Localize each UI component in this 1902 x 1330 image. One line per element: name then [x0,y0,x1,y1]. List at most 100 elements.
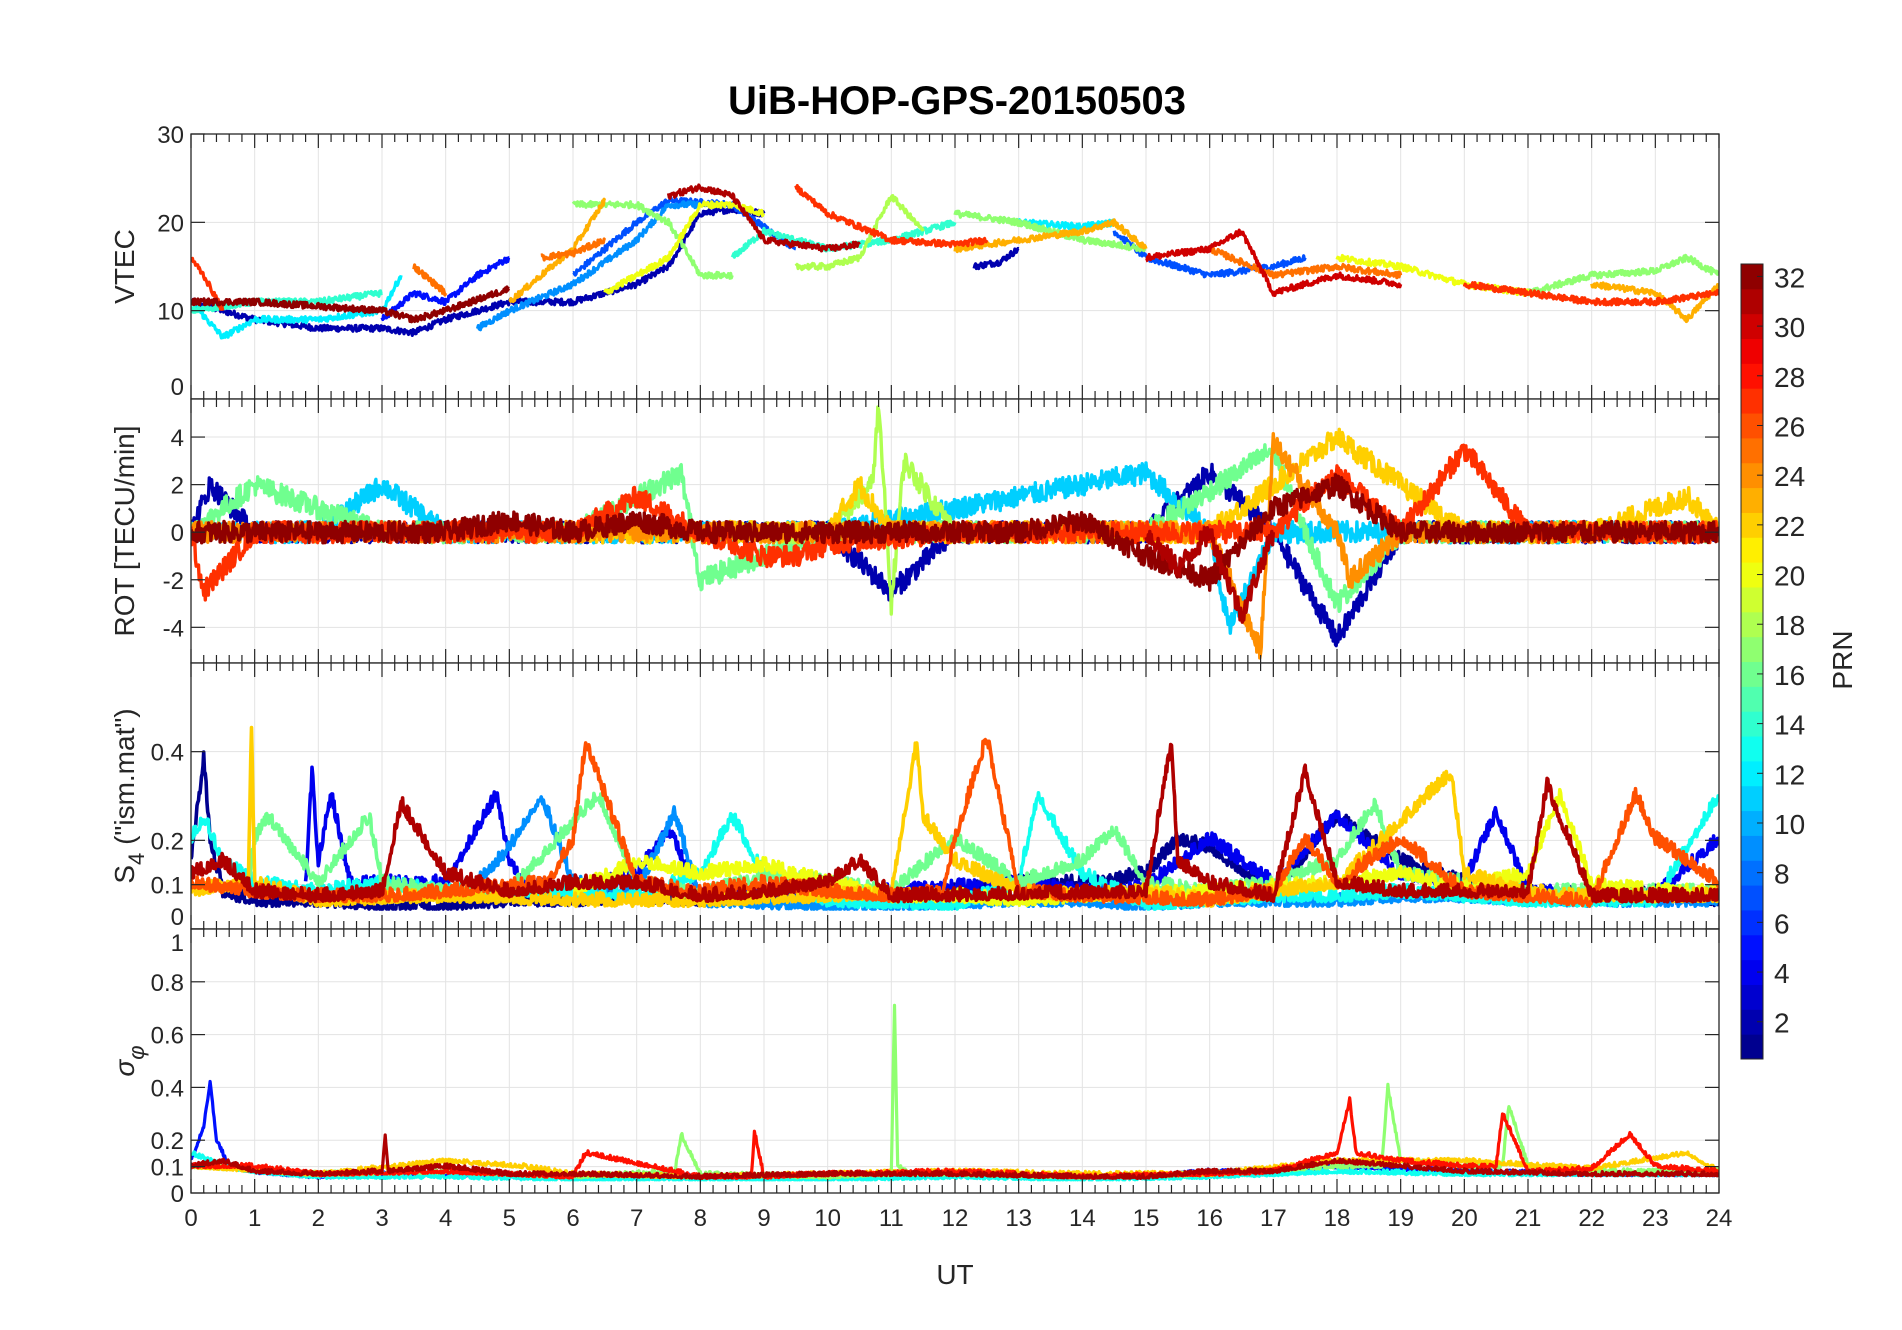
series-line-prn-9 [475,200,702,332]
colorbar-swatch-prn-20 [1741,562,1763,588]
colorbar-tick-label: 10 [1774,809,1805,840]
colorbar-swatch-prn-30 [1741,313,1763,340]
series-line-prn-22 [191,725,1719,909]
series-line-prn-2 [972,246,1020,271]
x-tick-label: 2 [312,1205,325,1232]
colorbar-tick-label: 16 [1774,660,1805,691]
colorbar-tick-label: 8 [1774,859,1790,890]
series-line-prn-32 [191,285,511,324]
y-tick-label: 0.1 [151,1155,184,1182]
x-tick-label: 18 [1324,1205,1351,1232]
colorbar-tick-label: 4 [1774,958,1790,989]
colorbar-swatch-prn-15 [1741,686,1763,712]
colorbar-swatch-prn-7 [1741,885,1763,911]
y-tick-label: -4 [163,615,184,642]
y-tick-label: 0 [171,374,184,401]
y-tick-label: 0.2 [151,828,184,855]
x-tick-label: 10 [814,1205,841,1232]
colorbar-swatch-prn-25 [1741,437,1763,464]
x-tick-label: 4 [439,1205,452,1232]
colorbar-swatch-prn-11 [1741,785,1763,812]
series-line-prn-25 [412,263,448,297]
series-line-prn-31 [666,183,861,253]
colorbar-tick-label: 20 [1774,561,1805,592]
series-line-prn-28 [191,1096,1719,1181]
series-line-prn-7 [572,195,797,277]
series-line-prn-23 [1590,281,1719,324]
x-tick-label: 20 [1451,1205,1478,1232]
x-tick-label: 8 [694,1205,707,1232]
y-tick-label: 0 [171,520,184,547]
panel-vtec: 0 10 20 30 VTEC [109,122,1720,401]
colorbar-swatch-prn-4 [1741,959,1763,985]
x-tick-label: 6 [566,1205,579,1232]
colorbar-label: PRN [1827,630,1858,689]
colorbar-swatch-prn-31 [1741,288,1763,315]
x-tick-label: 14 [1069,1205,1096,1232]
series-line-prn-2 [191,205,766,337]
colorbar-tick-label: 32 [1774,262,1805,293]
colorbar-swatch-prn-19 [1741,586,1763,613]
colorbar-tick-label: 2 [1774,1008,1790,1039]
y-tick-label: 0.4 [151,1075,184,1102]
series-line-prn-27 [794,184,989,249]
series-line-prn-23 [508,197,607,304]
y-tick-label: 0.8 [151,970,184,997]
x-tick-label: 3 [375,1205,388,1232]
y-axis-label-s4: S4 ("ism.mat") [109,708,149,883]
x-tick-label: 13 [1005,1205,1032,1232]
x-tick-label: 9 [757,1205,770,1232]
colorbar-swatch-prn-18 [1741,611,1763,638]
colorbar-tick-label: 26 [1774,411,1805,442]
colorbar-swatch-prn-24 [1741,462,1763,489]
y-tick-label: 0.4 [151,740,184,767]
x-tick-label: 23 [1642,1205,1669,1232]
colorbar-tick-label: 14 [1774,710,1805,741]
x-tick-label: 22 [1578,1205,1605,1232]
x-tick-label: 24 [1706,1205,1733,1232]
colorbar-swatch-prn-26 [1741,413,1763,439]
series-line-prn-12 [1017,218,1116,231]
colorbar-tick-label: 18 [1774,610,1805,641]
series-group [191,183,1719,340]
colorbar-tick-label: 22 [1774,511,1805,542]
colorbar-swatch-prn-28 [1741,363,1763,389]
series-line-prn-25 [1208,245,1403,280]
x-tick-label: 21 [1515,1205,1542,1232]
series-line-prn-18 [794,194,925,272]
colorbar-tick-label: 28 [1774,362,1805,393]
series-line-prn-17 [1526,253,1719,297]
y-tick-label: 1 [171,930,184,957]
colorbar-tick-label: 24 [1774,461,1805,492]
colorbar-swatch-prn-13 [1741,736,1763,762]
series-line-prn-32 [191,473,1719,592]
colorbar-swatch-prn-27 [1741,388,1763,414]
colorbar-swatch-prn-6 [1741,909,1763,936]
colorbar-swatch-prn-29 [1741,338,1763,364]
y-tick-label: 10 [157,299,184,326]
series-line-prn-30 [1145,228,1403,298]
colorbar-swatch-prn-17 [1741,636,1763,662]
x-tick-label: 1 [248,1205,261,1232]
y-axis-label-rot: ROT [TECU/min] [109,425,140,636]
colorbar-swatch-prn-22 [1741,512,1763,538]
y-tick-label: 20 [157,210,184,237]
colorbar-swatch-prn-32 [1741,264,1763,290]
series-line-prn-27 [1462,281,1719,307]
series-group [191,405,1719,660]
x-tick-label: 7 [630,1205,643,1232]
y-tick-label: 2 [171,473,184,500]
colorbar-swatch-prn-23 [1741,487,1763,513]
y-tick-label: -2 [163,568,184,595]
x-tick-label: 0 [184,1205,197,1232]
panel-s4: 00.10.20.4S4 ("ism.mat") [109,662,1720,931]
colorbar-swatch-prn-3 [1741,984,1763,1010]
colorbar-tick-label: 6 [1774,908,1790,939]
y-tick-label: 30 [157,122,184,149]
colorbar-box [1740,263,1764,1060]
y-label-rest: ("ism.mat") [109,708,140,852]
x-tick-label: 19 [1387,1205,1414,1232]
colorbar-swatch-prn-21 [1741,537,1763,563]
